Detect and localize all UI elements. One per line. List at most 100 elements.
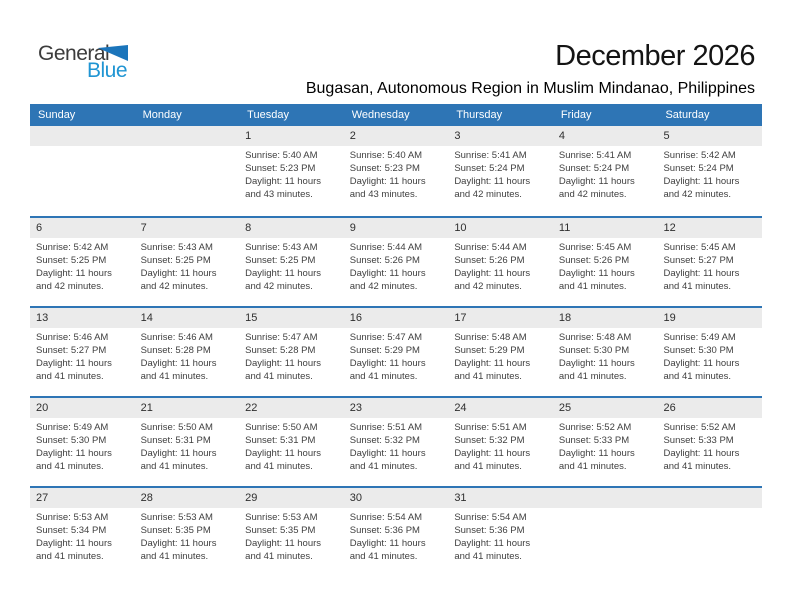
day-number-band	[552, 488, 658, 508]
day-number: 1	[245, 130, 252, 142]
day-number: 7	[140, 222, 147, 234]
day-details: Sunrise: 5:40 AM Sunset: 5:23 PM Daylight:…	[239, 146, 344, 201]
daylight-text-line1: Daylight: 11 hours	[36, 358, 112, 369]
weeks-container: 1 Sunrise: 5:40 AM Sunset: 5:23 PM Daylight…	[30, 126, 763, 576]
day-details: Sunrise: 5:44 AM Sunset: 5:26 PM Daylight:…	[344, 238, 449, 293]
day-number: 3	[454, 130, 461, 142]
day-number: 31	[454, 492, 467, 504]
day-cell-19: 19 Sunrise: 5:49 AM Sunset: 5:30 PM Dayligh…	[657, 308, 763, 396]
day-number-band: 1	[239, 126, 344, 146]
daylight-text-line1: Daylight: 11 hours	[140, 538, 217, 549]
daylight-text-line1: Daylight: 11 hours	[454, 176, 531, 187]
day-number-band: 26	[657, 398, 763, 418]
sunrise-text: Sunrise: 5:46 AM	[36, 332, 109, 343]
day-number: 21	[140, 402, 153, 414]
day-number: 6	[36, 222, 43, 234]
daylight-text-line1: Daylight: 11 hours	[245, 176, 322, 187]
day-number: 11	[558, 222, 571, 234]
day-number: 15	[245, 312, 258, 324]
sunset-text: Sunset: 5:25 PM	[140, 255, 211, 266]
daylight-text-line2: and 41 minutes.	[663, 461, 732, 472]
day-number: 22	[245, 402, 258, 414]
day-details: Sunrise: 5:46 AM Sunset: 5:27 PM Daylight:…	[30, 328, 135, 383]
weekday-header-wednesday: Wednesday	[351, 109, 410, 121]
sunrise-text: Sunrise: 5:54 AM	[349, 512, 423, 523]
day-cell-31: 31 Sunrise: 5:54 AM Sunset: 5:36 PM Dayligh…	[448, 488, 553, 576]
sunrise-text: Sunrise: 5:42 AM	[663, 150, 736, 161]
daylight-text-line1: Daylight: 11 hours	[349, 538, 426, 549]
daylight-text-line2: and 41 minutes.	[558, 281, 627, 292]
day-cell-20: 20 Sunrise: 5:49 AM Sunset: 5:30 PM Dayligh…	[30, 398, 135, 486]
sunset-text: Sunset: 5:27 PM	[663, 255, 734, 266]
daylight-text-line1: Daylight: 11 hours	[140, 268, 217, 279]
day-cell-empty	[134, 126, 240, 216]
day-cell-14: 14 Sunrise: 5:46 AM Sunset: 5:28 PM Dayligh…	[134, 308, 240, 396]
daylight-text-line2: and 42 minutes.	[349, 281, 418, 292]
sunrise-text: Sunrise: 5:47 AM	[245, 332, 318, 343]
day-cell-16: 16 Sunrise: 5:47 AM Sunset: 5:29 PM Dayligh…	[343, 308, 449, 396]
sunset-text: Sunset: 5:33 PM	[558, 435, 630, 446]
day-number: 23	[349, 402, 362, 414]
day-number: 8	[245, 222, 252, 234]
day-number-band: 7	[134, 218, 240, 238]
daylight-text-line1: Daylight: 11 hours	[558, 448, 635, 459]
sunrise-text: Sunrise: 5:53 AM	[140, 512, 213, 523]
daylight-text-line2: and 41 minutes.	[558, 461, 627, 472]
day-cell-empty	[657, 488, 763, 576]
sunset-text: Sunset: 5:28 PM	[140, 345, 211, 356]
sunset-text: Sunset: 5:27 PM	[36, 345, 107, 356]
sunrise-text: Sunrise: 5:40 AM	[349, 150, 423, 161]
day-number: 28	[140, 492, 153, 504]
day-details: Sunrise: 5:51 AM Sunset: 5:32 PM Daylight:…	[344, 418, 449, 473]
day-details: Sunrise: 5:48 AM Sunset: 5:30 PM Daylight:…	[553, 328, 658, 383]
day-details: Sunrise: 5:53 AM Sunset: 5:35 PM Daylight:…	[135, 508, 240, 563]
day-cell-empty	[30, 126, 135, 216]
week-row-5: 27 Sunrise: 5:53 AM Sunset: 5:34 PM Dayligh…	[30, 486, 763, 576]
day-number-band	[134, 126, 240, 146]
day-number-band: 28	[134, 488, 240, 508]
day-number: 25	[558, 402, 572, 414]
daylight-text-line1: Daylight: 11 hours	[663, 358, 740, 369]
daylight-text-line1: Daylight: 11 hours	[140, 358, 217, 369]
daylight-text-line2: and 42 minutes.	[245, 281, 313, 292]
day-number-band: 3	[448, 126, 553, 146]
sunrise-text: Sunrise: 5:53 AM	[245, 512, 318, 523]
sunrise-text: Sunrise: 5:53 AM	[36, 512, 109, 523]
day-cell-22: 22 Sunrise: 5:50 AM Sunset: 5:31 PM Dayligh…	[239, 398, 344, 486]
daylight-text-line1: Daylight: 11 hours	[558, 268, 635, 279]
day-number: 29	[245, 492, 258, 504]
daylight-text-line2: and 41 minutes.	[36, 551, 104, 562]
weekday-header-saturday: Saturday	[665, 109, 710, 121]
day-number: 17	[454, 312, 467, 324]
sunrise-text: Sunrise: 5:51 AM	[454, 422, 527, 433]
daylight-text-line2: and 41 minutes.	[140, 461, 209, 472]
sunset-text: Sunset: 5:24 PM	[663, 163, 734, 174]
daylight-text-line1: Daylight: 11 hours	[454, 268, 531, 279]
sunset-text: Sunset: 5:34 PM	[36, 525, 107, 536]
daylight-text-line2: and 42 minutes.	[454, 281, 522, 292]
day-number-band: 11	[552, 218, 658, 238]
day-cell-30: 30 Sunrise: 5:54 AM Sunset: 5:36 PM Dayligh…	[343, 488, 449, 576]
sunrise-text: Sunrise: 5:54 AM	[454, 512, 527, 523]
day-number-band: 23	[343, 398, 449, 418]
daylight-text-line1: Daylight: 11 hours	[454, 358, 531, 369]
day-number-band: 10	[448, 218, 553, 238]
day-cell-10: 10 Sunrise: 5:44 AM Sunset: 5:26 PM Dayligh…	[448, 218, 553, 306]
daylight-text-line1: Daylight: 11 hours	[663, 268, 740, 279]
day-details: Sunrise: 5:42 AM Sunset: 5:24 PM Daylight:…	[657, 146, 762, 201]
daylight-text-line1: Daylight: 11 hours	[454, 538, 531, 549]
sunset-text: Sunset: 5:32 PM	[349, 435, 420, 446]
day-details: Sunrise: 5:42 AM Sunset: 5:25 PM Daylight:…	[30, 238, 135, 293]
daylight-text-line1: Daylight: 11 hours	[36, 268, 112, 279]
sunrise-text: Sunrise: 5:49 AM	[36, 422, 109, 433]
sunrise-text: Sunrise: 5:40 AM	[245, 150, 318, 161]
daylight-text-line2: and 42 minutes.	[36, 281, 104, 292]
sunset-text: Sunset: 5:30 PM	[36, 435, 107, 446]
day-number: 2	[349, 130, 356, 142]
daylight-text-line1: Daylight: 11 hours	[454, 448, 531, 459]
day-number-band: 21	[134, 398, 240, 418]
daylight-text-line2: and 41 minutes.	[245, 461, 313, 472]
day-details: Sunrise: 5:47 AM Sunset: 5:28 PM Daylight:…	[239, 328, 344, 383]
day-number-band: 27	[30, 488, 135, 508]
calendar-table: Sunday Monday Tuesday Wednesday Thursday Frid…	[30, 104, 763, 576]
